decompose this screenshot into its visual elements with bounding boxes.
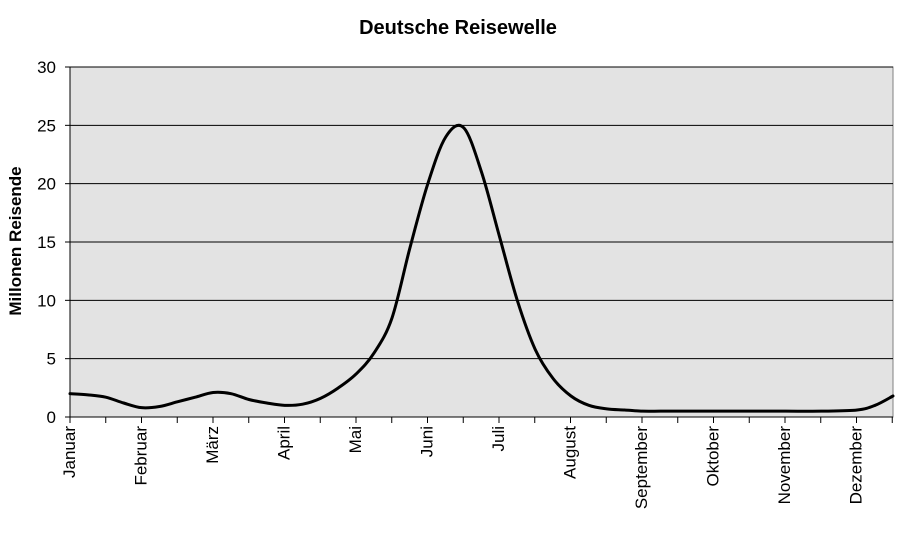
y-tick-label: 0 <box>47 408 56 427</box>
x-tick-label: Mai <box>346 426 365 453</box>
y-tick-label: 25 <box>37 116 56 135</box>
x-tick-label: Dezember <box>847 426 866 505</box>
y-tick-label: 20 <box>37 175 56 194</box>
x-tick-label: Januar <box>60 426 79 478</box>
y-axis-label: Millonen Reisende <box>6 166 25 315</box>
x-tick-label: August <box>561 426 580 479</box>
y-tick-label: 10 <box>37 291 56 310</box>
x-tick-label: Oktober <box>704 426 723 487</box>
plot-area: 0 5 10 15 20 25 30 Januar Februar März April Mai Jun… <box>37 58 895 509</box>
y-tick-label: 15 <box>37 233 56 252</box>
y-tick-label: 30 <box>37 58 56 77</box>
y-tick-label: 5 <box>47 350 56 369</box>
x-tick-label: September <box>632 426 651 509</box>
x-tick-label: April <box>275 426 294 460</box>
series-line <box>68 123 895 413</box>
x-tick-label: Juni <box>418 426 437 457</box>
x-tick-label: Februar <box>132 426 151 486</box>
chart-title: Deutsche Reisewelle <box>359 17 557 39</box>
x-tick-label: Juli <box>489 426 508 452</box>
x-tick-label: März <box>203 426 222 464</box>
x-tick-label: November <box>775 426 794 505</box>
